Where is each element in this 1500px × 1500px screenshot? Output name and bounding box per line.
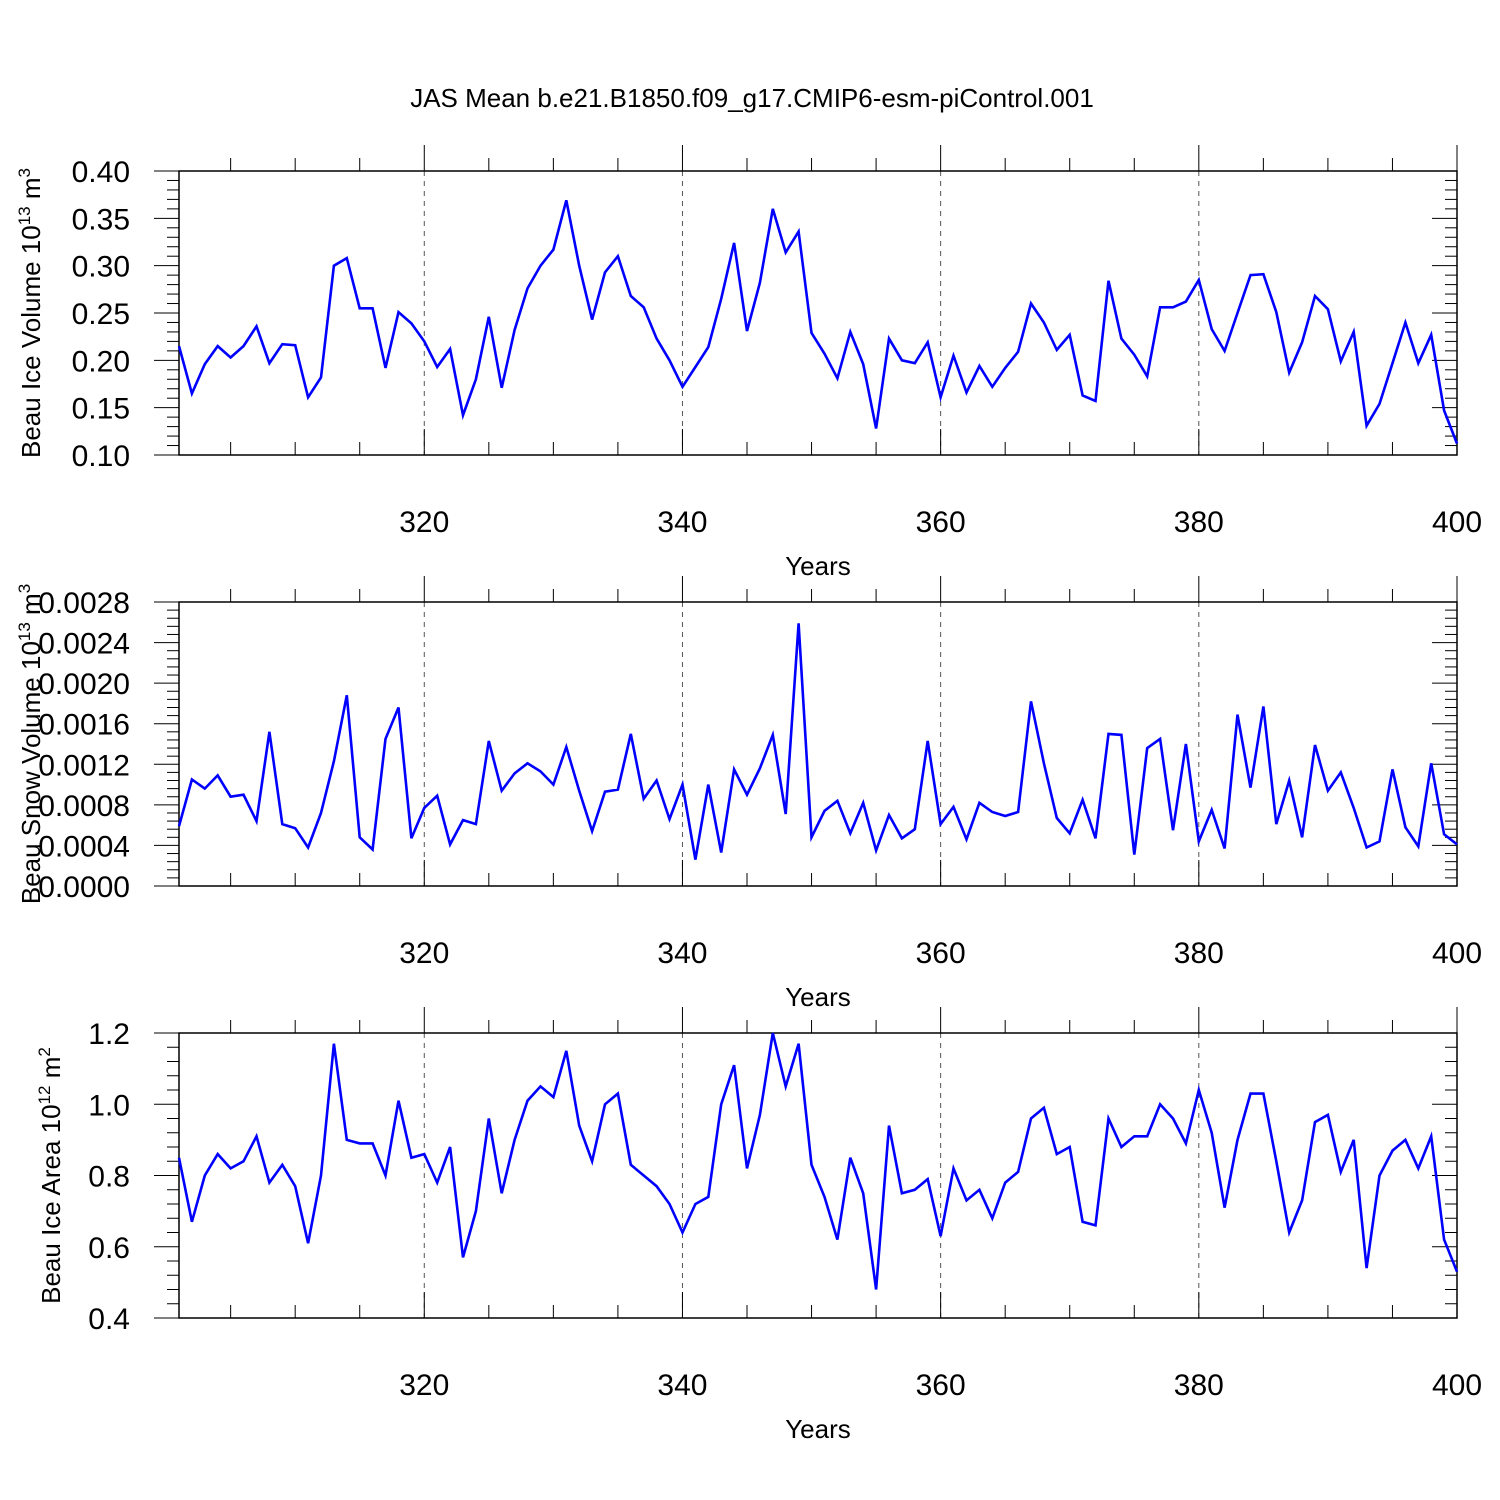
y-tick-label: 0.0020: [38, 668, 130, 701]
x-tick-label: 340: [657, 1369, 707, 1402]
x-tick-label: 400: [1432, 937, 1482, 970]
x-tick-label: 380: [1174, 1369, 1224, 1402]
y-tick-label: 0.0012: [38, 749, 130, 782]
y-tick-label: 0.30: [72, 251, 130, 284]
y-tick-label: 1.0: [88, 1089, 130, 1122]
y-tick-label: 0.0024: [38, 628, 130, 661]
x-axis-title: Years: [785, 1414, 851, 1444]
x-tick-label: 400: [1432, 506, 1482, 539]
y-tick-label: 0.10: [72, 440, 130, 473]
y-tick-label: 0.6: [88, 1232, 130, 1265]
plot-frame: [178, 601, 1458, 887]
x-tick-label: 320: [399, 937, 449, 970]
panel-1: 320 340 360 380 400 Years 0.10 0.15 0.20 0.25 0.30…: [15, 145, 1482, 581]
series-line: [177, 199, 1459, 445]
y-tick-label: 0.0028: [38, 587, 130, 620]
x-tick-label: 400: [1432, 1369, 1482, 1402]
panel-3: 320 340 360 380 400 Years 0.4 0.6 0.8 1.0 1.2 Beau …: [35, 1007, 1482, 1444]
x-tick-label: 380: [1174, 937, 1224, 970]
x-tick-label: 360: [916, 506, 966, 539]
x-tick-label: 320: [399, 1369, 449, 1402]
x-tick-label: 340: [657, 937, 707, 970]
x-tick-label: 320: [399, 506, 449, 539]
plot-frame: [178, 1032, 1458, 1319]
x-tick-label: 380: [1174, 506, 1224, 539]
y-tick-label: 0.0016: [38, 709, 130, 742]
y-tick-label: 0.35: [72, 203, 130, 236]
y-axis-title: Beau Ice Volume 1013 m3: [15, 168, 46, 458]
figure-title: JAS Mean b.e21.B1850.f09_g17.CMIP6-esm-p…: [410, 83, 1094, 113]
x-tick-label: 340: [657, 506, 707, 539]
x-axis-title: Years: [785, 551, 851, 581]
panel-2: 320 340 360 380 400 Years 0.0000 0.0004 0.0008 0.…: [15, 576, 1482, 1012]
y-tick-label: 0.15: [72, 393, 130, 426]
y-tick-label: 0.4: [88, 1303, 130, 1336]
y-tick-label: 0.0000: [38, 871, 130, 904]
y-tick-label: 0.40: [72, 156, 130, 189]
y-tick-label: 0.8: [88, 1161, 130, 1194]
series-line: [177, 623, 1458, 860]
y-tick-label: 0.20: [72, 345, 130, 378]
y-tick-label: 0.0004: [38, 830, 130, 863]
x-axis-title: Years: [785, 982, 851, 1012]
series-line: [177, 1032, 1459, 1290]
y-axis-title: Beau Ice Area 1012 m2: [35, 1047, 66, 1304]
x-tick-label: 360: [916, 1369, 966, 1402]
y-tick-label: 1.2: [88, 1018, 130, 1051]
y-tick-label: 0.0008: [38, 790, 130, 823]
y-tick-label: 0.25: [72, 298, 130, 331]
panels: 320 340 360 380 400 Years 0.10 0.15 0.20 0.25 0.30…: [15, 145, 1482, 1444]
x-tick-label: 360: [916, 937, 966, 970]
plot-frame: [178, 170, 1458, 456]
y-axis-title: Beau Snow Volume 1013 m3: [15, 584, 46, 904]
